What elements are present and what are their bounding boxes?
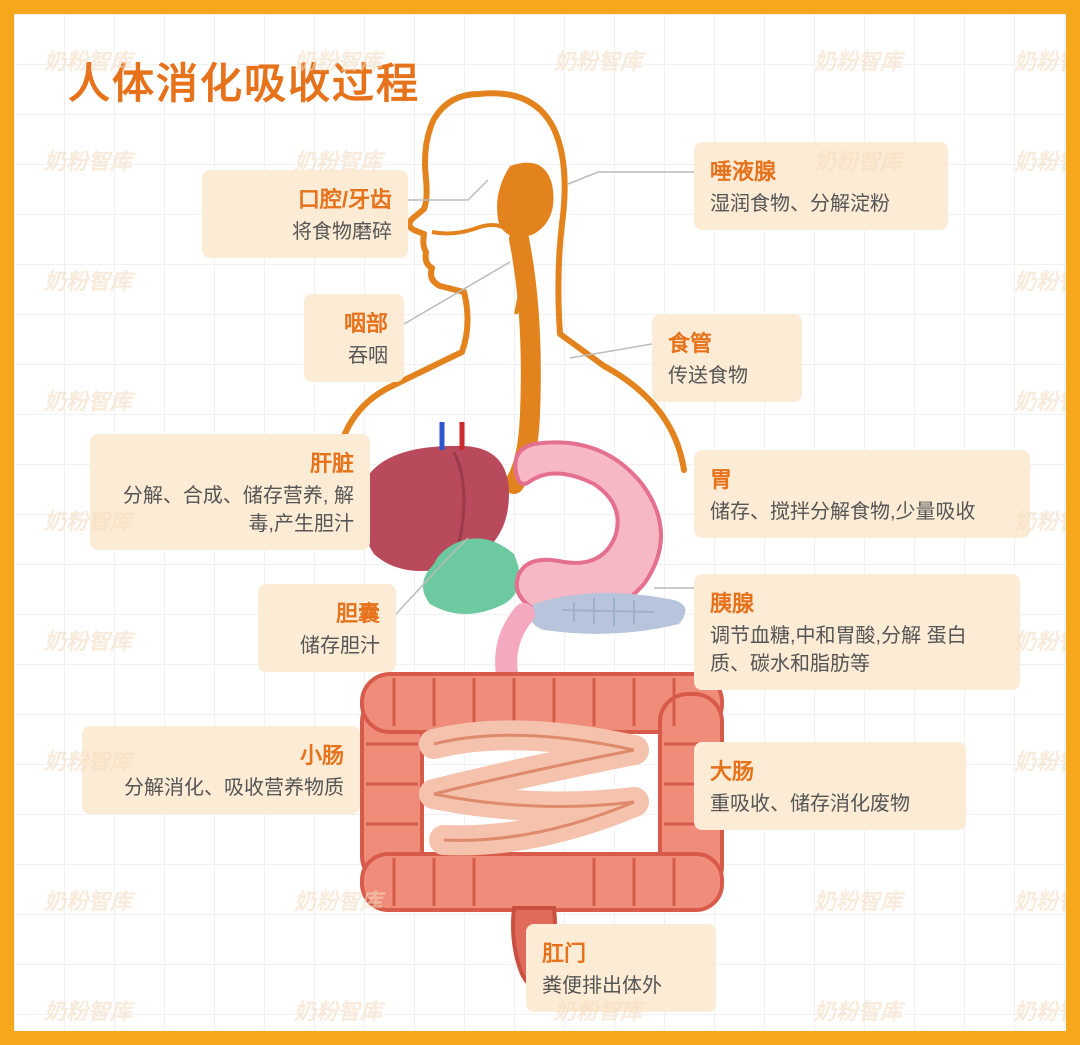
watermark-text: 奶粉智库 bbox=[1014, 264, 1080, 296]
label-liver: 肝脏 分解、合成、储存营养, 解毒,产生胆汁 bbox=[90, 434, 370, 550]
label-salivary: 唾液腺 湿润食物、分解淀粉 bbox=[694, 142, 948, 230]
label-esophagus: 食管 传送食物 bbox=[652, 314, 802, 402]
label-heading: 大肠 bbox=[710, 754, 950, 786]
page-title: 人体消化吸收过程 bbox=[68, 50, 420, 111]
label-body: 吞咽 bbox=[320, 342, 388, 370]
watermark-text: 奶粉智库 bbox=[1014, 44, 1080, 76]
watermark-text: 奶粉智库 bbox=[44, 264, 132, 296]
watermark-text: 奶粉智库 bbox=[44, 144, 132, 176]
watermark-text: 奶粉智库 bbox=[1014, 994, 1080, 1026]
watermark-text: 奶粉智库 bbox=[44, 624, 132, 656]
label-body: 重吸收、储存消化废物 bbox=[710, 790, 950, 818]
watermark-text: 奶粉智库 bbox=[44, 384, 132, 416]
watermark-text: 奶粉智库 bbox=[814, 994, 902, 1026]
label-heading: 肝脏 bbox=[106, 446, 354, 478]
label-pancreas: 胰腺 调节血糖,中和胃酸,分解 蛋白质、碳水和脂肪等 bbox=[694, 574, 1020, 690]
infographic-frame: 人体消化吸收过程 bbox=[0, 0, 1080, 1045]
label-small-intestine: 小肠 分解消化、吸收营养物质 bbox=[82, 726, 360, 814]
watermark-text: 奶粉智库 bbox=[1014, 884, 1080, 916]
label-gallbladder: 胆囊 储存胆汁 bbox=[258, 584, 396, 672]
watermark-text: 奶粉智库 bbox=[1014, 744, 1080, 776]
label-heading: 唾液腺 bbox=[710, 154, 932, 186]
label-large-intestine: 大肠 重吸收、储存消化废物 bbox=[694, 742, 966, 830]
label-heading: 胰腺 bbox=[710, 586, 1004, 618]
watermark-text: 奶粉智库 bbox=[1014, 624, 1080, 656]
watermark-text: 奶粉智库 bbox=[44, 884, 132, 916]
label-body: 分解消化、吸收营养物质 bbox=[98, 774, 344, 802]
watermark-text: 奶粉智库 bbox=[1014, 144, 1080, 176]
label-heading: 咽部 bbox=[320, 306, 388, 338]
label-heading: 肛门 bbox=[542, 936, 700, 968]
label-heading: 胃 bbox=[710, 462, 1014, 494]
label-stomach: 胃 储存、搅拌分解食物,少量吸收 bbox=[694, 450, 1030, 538]
label-heading: 胆囊 bbox=[274, 596, 380, 628]
label-body: 分解、合成、储存营养, 解毒,产生胆汁 bbox=[106, 482, 354, 538]
label-mouth: 口腔/牙齿 将食物磨碎 bbox=[202, 170, 408, 258]
watermark-text: 奶粉智库 bbox=[554, 44, 642, 76]
label-body: 储存胆汁 bbox=[274, 632, 380, 660]
watermark-text: 奶粉智库 bbox=[294, 994, 382, 1026]
label-body: 粪便排出体外 bbox=[542, 972, 700, 1000]
label-body: 储存、搅拌分解食物,少量吸收 bbox=[710, 498, 1014, 526]
watermark-text: 奶粉智库 bbox=[294, 884, 382, 916]
watermark-text: 奶粉智库 bbox=[44, 994, 132, 1026]
label-body: 湿润食物、分解淀粉 bbox=[710, 190, 932, 218]
watermark-text: 奶粉智库 bbox=[1014, 384, 1080, 416]
label-body: 调节血糖,中和胃酸,分解 蛋白质、碳水和脂肪等 bbox=[710, 622, 1004, 678]
label-body: 传送食物 bbox=[668, 362, 786, 390]
watermark-text: 奶粉智库 bbox=[814, 44, 902, 76]
watermark-text: 奶粉智库 bbox=[814, 884, 902, 916]
label-pharynx: 咽部 吞咽 bbox=[304, 294, 404, 382]
label-heading: 口腔/牙齿 bbox=[218, 182, 392, 214]
label-heading: 小肠 bbox=[98, 738, 344, 770]
label-heading: 食管 bbox=[668, 326, 786, 358]
label-body: 将食物磨碎 bbox=[218, 218, 392, 246]
label-anus: 肛门 粪便排出体外 bbox=[526, 924, 716, 1012]
